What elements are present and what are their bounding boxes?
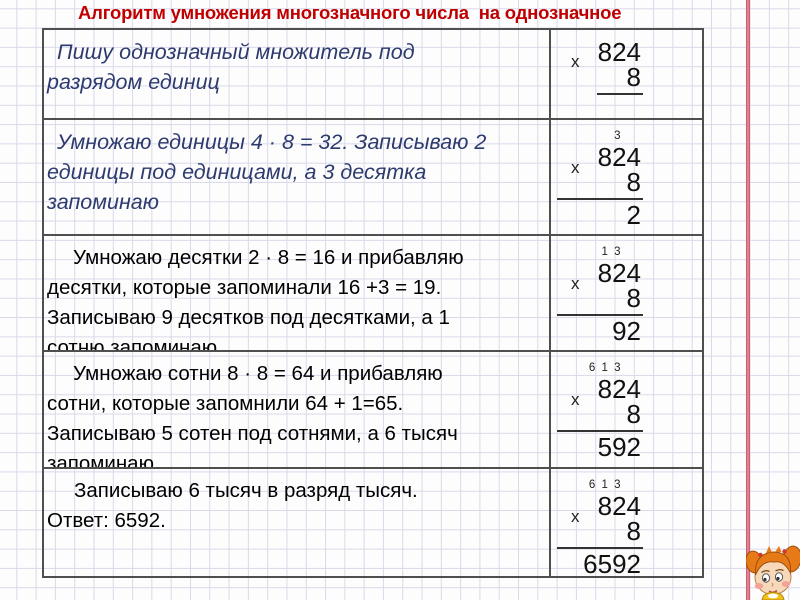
multiplicand: 824 [597, 142, 641, 172]
algorithm-table: Пишу однозначный множитель под разрядом … [42, 28, 704, 578]
table-row: Умножаю десятки 2 · 8 = 16 и прибавляю д… [44, 234, 702, 350]
notebook-margin-line [746, 0, 750, 600]
multiply-sign: x [571, 507, 580, 526]
column-multiplication: x 3 824 8 2 [555, 120, 647, 229]
page-title: Алгоритм умножения многозначного числа н… [78, 2, 622, 23]
multiply-sign: x [571, 158, 580, 177]
multiplier: 8 [626, 283, 641, 313]
multiplicand: 824 [597, 258, 641, 288]
final-result: 6592 [583, 549, 641, 579]
cartoon-girl-icon [746, 545, 800, 600]
multiplication-cell: x 3 824 8 2 [549, 120, 702, 234]
partial-result: 2 [626, 200, 641, 230]
step-description: Умножаю сотни 8 · 8 = 64 и прибавляю сот… [47, 362, 458, 467]
carry-digits: 6 1 3 [588, 362, 622, 374]
multiplier: 8 [626, 62, 641, 92]
multiply-sign: x [571, 390, 580, 409]
equals-line [557, 430, 643, 432]
column-multiplication: x 6 1 3 824 8 6592 [555, 469, 647, 578]
multiplier: 8 [626, 516, 641, 546]
table-row: Записываю 6 тысяч в разряд тысяч. Ответ:… [44, 467, 702, 578]
equals-line [557, 198, 643, 200]
multiplication-cell: x 824 8 [549, 30, 702, 118]
multiplicand: 824 [597, 491, 641, 521]
partial-result: 592 [597, 432, 641, 462]
multiplication-cell: x 6 1 3 824 8 592 [549, 352, 702, 467]
multiplication-cell: x 6 1 3 824 8 6592 [549, 469, 702, 578]
step-description: Умножаю десятки 2 · 8 = 16 и прибавляю д… [47, 246, 464, 350]
column-multiplication: x 824 8 [555, 30, 647, 95]
table-row: Пишу однозначный множитель под разрядом … [44, 30, 702, 118]
column-multiplication: x 6 1 3 824 8 592 [555, 352, 647, 461]
multiplicand: 824 [597, 374, 641, 404]
carry-digits: 6 1 3 [588, 479, 622, 491]
equals-line [557, 547, 643, 549]
multiply-sign: x [571, 52, 580, 71]
multiplier: 8 [626, 167, 641, 197]
step-description: Пишу однозначный множитель под разрядом … [47, 40, 415, 94]
equals-line [557, 314, 643, 316]
equals-line [597, 93, 643, 95]
multiplication-cell: x 1 3 824 8 92 [549, 236, 702, 350]
partial-result: 92 [612, 316, 641, 346]
carry-digits: 1 3 [601, 246, 622, 258]
table-row: Умножаю сотни 8 · 8 = 64 и прибавляю сот… [44, 350, 702, 467]
step-description: Записываю 6 тысяч в разряд тысяч. Ответ:… [47, 479, 418, 532]
multiplicand: 824 [597, 37, 641, 67]
column-multiplication: x 1 3 824 8 92 [555, 236, 647, 345]
multiplier: 8 [626, 399, 641, 429]
carry-digits: 3 [614, 130, 622, 142]
multiply-sign: x [571, 274, 580, 293]
step-description: Умножаю единицы 4 · 8 = 32. Записываю 2 … [47, 130, 487, 214]
table-row: Умножаю единицы 4 · 8 = 32. Записываю 2 … [44, 118, 702, 234]
